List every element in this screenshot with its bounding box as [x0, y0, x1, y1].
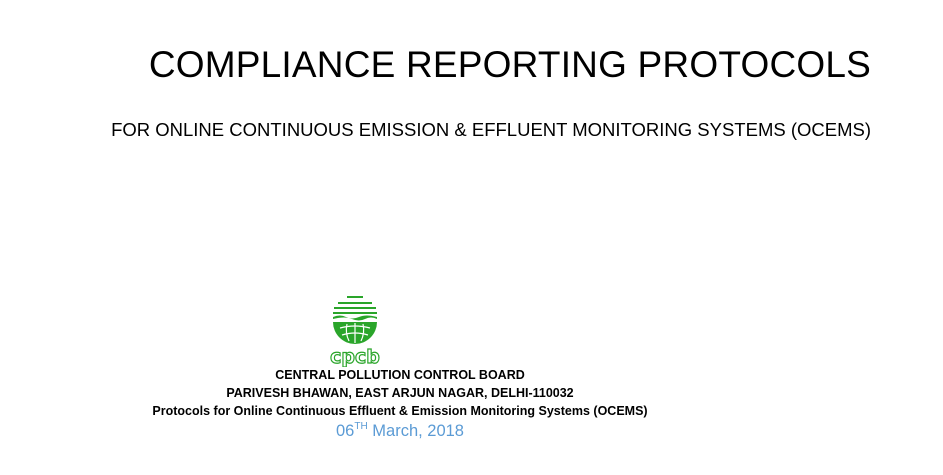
cpcb-logo: cpcb: [330, 296, 380, 367]
document-title: COMPLIANCE REPORTING PROTOCOLS: [148, 44, 871, 85]
date-day: 06: [335, 422, 355, 440]
date-suffix: TH: [354, 421, 368, 432]
organization-address: PARIVESH BHAWAN, EAST ARJUN NAGAR, DELHI…: [226, 386, 574, 400]
document-date: 06TH March, 2018: [0, 421, 800, 441]
document-name: Protocols for Online Continuous Effluent…: [152, 404, 648, 418]
date-rest: March, 2018: [367, 422, 464, 440]
document-subtitle: FOR ONLINE CONTINUOUS EMISSION & EFFLUEN…: [111, 119, 871, 140]
svg-text:cpcb: cpcb: [330, 346, 380, 367]
organization-name: CENTRAL POLLUTION CONTROL BOARD: [275, 368, 525, 382]
